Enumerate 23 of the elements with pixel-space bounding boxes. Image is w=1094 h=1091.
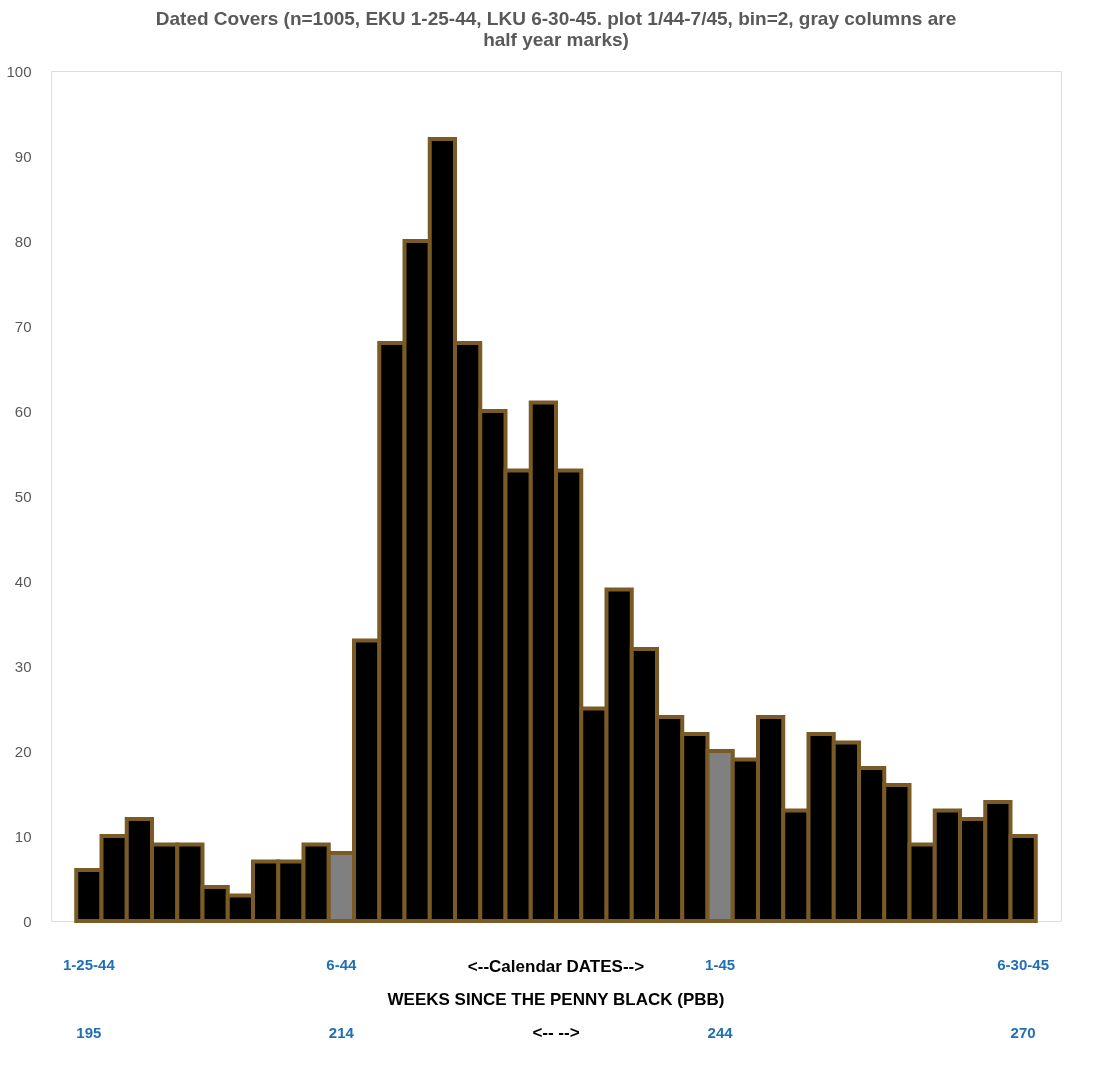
y-tick-label: 30 bbox=[14, 657, 32, 675]
x-axis-title: <--Calendar DATES--> bbox=[467, 957, 645, 976]
text: WEEKS SINCE THE PENNY BLACK (PBB) bbox=[387, 990, 725, 1009]
x-tick-label: 6-30-45 bbox=[997, 955, 1049, 973]
chart-title: Dated Covers (n=1005, EKU 1-25-44, LKU 6-30-45. plot 1/44-7/45, bin=2, gray columns are half year marks) bbox=[155, 8, 957, 50]
y-tick-label: 60 bbox=[14, 402, 32, 420]
text: 244 bbox=[707, 1024, 734, 1041]
y-tick-label: 40 bbox=[14, 572, 32, 590]
y-tick-label: 70 bbox=[14, 317, 32, 335]
y-tick-label: 20 bbox=[14, 742, 32, 760]
text: 214 bbox=[328, 1024, 355, 1041]
text: 195 bbox=[76, 1024, 102, 1041]
x-tick-label: 6-44 bbox=[326, 955, 358, 973]
y-tick-label: 10 bbox=[14, 827, 32, 845]
y-tick-label: 100 bbox=[6, 62, 32, 80]
text: <-- --> bbox=[532, 1023, 580, 1042]
y-tick-label: 80 bbox=[14, 232, 32, 250]
y-tick-label: 50 bbox=[14, 487, 32, 505]
x-tick-label: 1-25-44 bbox=[63, 955, 116, 973]
y-tick-label: 0 bbox=[23, 912, 32, 930]
text: 270 bbox=[1010, 1024, 1036, 1041]
y-tick-label: 90 bbox=[14, 147, 32, 165]
x-tick-label: 1-45 bbox=[705, 955, 736, 973]
